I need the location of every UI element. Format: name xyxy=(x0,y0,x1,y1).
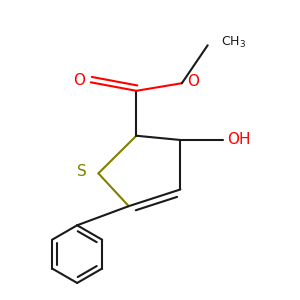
Text: O: O xyxy=(188,74,200,89)
Text: OH: OH xyxy=(227,133,251,148)
Text: S: S xyxy=(77,164,87,179)
Text: CH$_3$: CH$_3$ xyxy=(221,35,247,50)
Text: O: O xyxy=(73,73,85,88)
